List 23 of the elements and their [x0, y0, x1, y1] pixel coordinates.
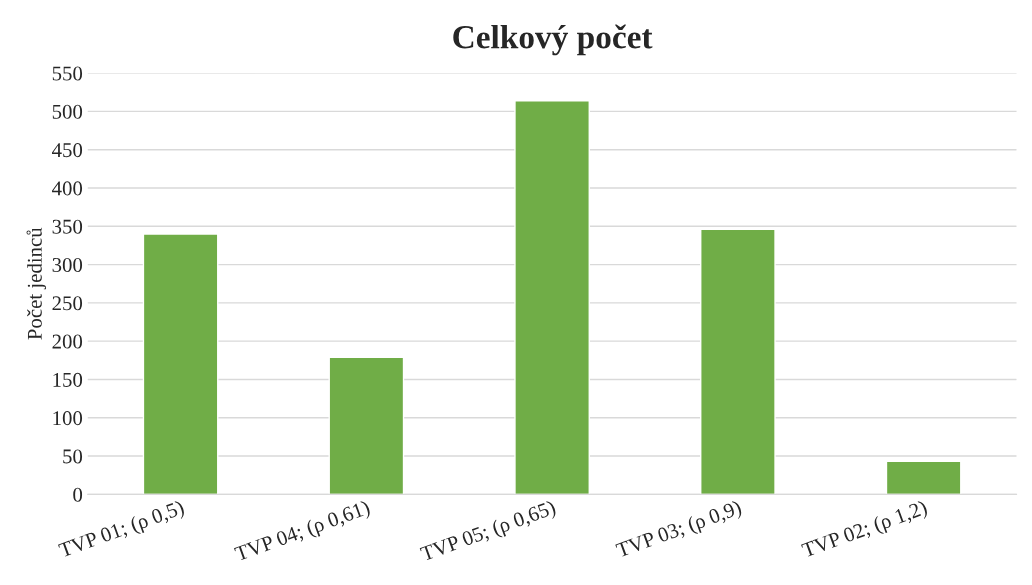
- y-tick-label: 100: [53, 411, 83, 426]
- y-tick-label: 200: [52, 334, 83, 349]
- y-tick-label: 350: [52, 219, 83, 234]
- y-tick-label: 150: [53, 372, 83, 387]
- y-tick-label: 0: [73, 487, 83, 502]
- y-axis-title: Počet jedinců: [26, 227, 47, 340]
- bar: [514, 99, 590, 495]
- x-tick-label: TVP 05; (ρ 0,65): [419, 499, 558, 566]
- x-tick-label: TVP 03; (ρ 0,9): [615, 499, 744, 562]
- y-tick-label: 250: [52, 296, 83, 311]
- bar: [700, 228, 776, 495]
- y-tick-label: 450: [52, 143, 83, 158]
- y-tick-label: 550: [52, 66, 83, 81]
- y-tick-label: 50: [63, 449, 83, 464]
- x-tick-label: TVP 04; (ρ 0,61): [233, 499, 372, 566]
- bar: [328, 356, 405, 495]
- y-tick-label: 300: [52, 257, 83, 273]
- bar: [885, 460, 962, 495]
- bar: [142, 233, 219, 495]
- chart-title: Celkový počet: [453, 24, 653, 56]
- y-tick-label: 400: [52, 181, 83, 196]
- x-tick-label: TVP 02; (ρ 1,2): [800, 499, 930, 562]
- y-tick-label: 500: [52, 104, 83, 119]
